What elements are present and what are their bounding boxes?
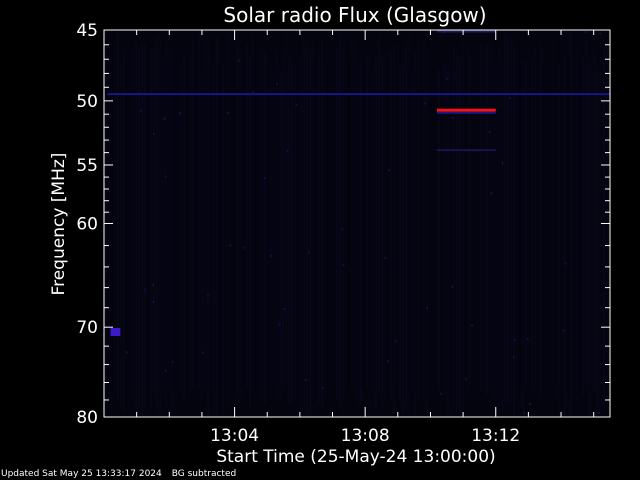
noise-speck [243,246,246,249]
noise-speck [286,149,289,152]
updated-timestamp: Updated Sat May 25 13:33:17 2024 [1,469,162,479]
noise-speck [308,251,311,254]
noise-speck [501,162,504,165]
noise-speck [384,256,387,259]
noise-speck [164,369,167,372]
y-tick-label: 45 [76,21,98,41]
noise-speck [164,175,167,178]
x-axis-label: Start Time (25-May-24 13:00:00) [216,447,495,467]
noise-speck [171,360,174,363]
noise-speck [439,392,442,395]
chart-title: Solar radio Flux (Glasgow) [223,3,486,27]
noise-speck [523,412,526,415]
noise-speck [321,387,324,390]
x-tick-label: 13:08 [341,426,390,446]
plot-background [104,30,610,417]
noise-speck [269,254,272,257]
noise-speck [151,283,154,286]
noise-speck [226,111,229,114]
noise-speck [598,412,601,415]
emission-band [436,30,496,33]
noise-speck [237,59,240,62]
x-tick-label: 13:04 [210,426,259,446]
axes: 45 50 55 60 70 80 13:04 13:08 13:12 [76,21,611,446]
noise-speck [202,351,205,354]
noise-speck [179,112,182,115]
noise-speck [451,285,454,288]
y-axis-label: Frequency [MHz] [49,153,69,296]
noise-speck [599,32,602,35]
noise-speck [512,356,515,359]
noise-speck [252,91,255,94]
noise-speck [304,378,307,381]
noise-speck [584,30,587,33]
noise-speck [446,78,449,81]
y-tick-label: 70 [76,318,98,338]
noise-speck [508,96,511,99]
noise-speck [442,31,445,34]
noise-speck [386,360,389,363]
noise-speck [529,403,532,406]
y-tick-label: 60 [76,215,98,235]
noise-speck [426,306,429,309]
noise-speck [605,87,608,90]
noise-speck [388,169,391,172]
noise-speck [513,339,516,342]
status-footer: Updated Sat May 25 13:33:17 2024 BG subtr… [1,469,246,479]
y-tick-label: 80 [76,408,98,428]
noise-speck [283,308,286,311]
emission-band [436,149,496,152]
noise-speck [152,132,155,135]
noise-speck [490,192,493,195]
emission-spot [110,327,121,336]
noise-speck [263,177,266,180]
noise-speck [207,294,210,297]
background-note: BG subtracted [171,469,237,479]
y-tick-label: 55 [76,156,98,176]
y-tick-label: 50 [76,92,98,112]
noise-speck [342,264,345,267]
noise-speck [395,339,398,342]
spectrogram-features [107,30,610,336]
noise-speck [125,351,128,354]
x-tick-label: 13:12 [471,426,520,446]
noise-speck [451,116,454,119]
noise-speck [152,300,155,303]
plot-area [104,30,610,417]
noise-speck [424,102,427,105]
noise-speck [564,262,567,265]
noise-speck [276,82,279,85]
burst-mark [436,108,496,112]
noise-speck [163,117,166,120]
noise-speck [471,324,474,327]
noise-speck [139,109,142,112]
noise-speck [488,131,491,134]
burst-underline [436,111,496,114]
noise-speck [526,338,529,341]
emission-band [107,93,610,96]
spectrogram-noise [105,30,608,417]
noise-speck [295,103,298,106]
noise-speck [341,228,344,231]
noise-speck [143,288,146,291]
noise-speck [562,329,565,332]
noise-speck [229,244,232,247]
noise-speck [464,378,467,381]
noise-speck [278,323,281,326]
